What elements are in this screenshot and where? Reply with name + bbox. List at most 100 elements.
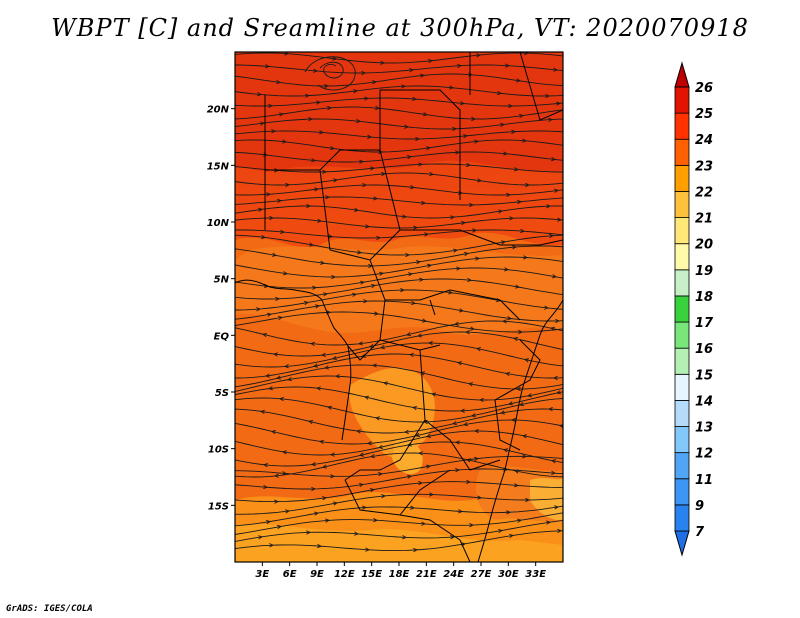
- streamline-arrow: [504, 267, 510, 272]
- footer-credit: GrADS: IGES/COLA: [6, 604, 93, 614]
- streamline: [235, 234, 563, 256]
- streamline: [235, 481, 563, 503]
- lat-tick-label: EQ: [214, 331, 230, 342]
- streamline-arrow: [312, 285, 318, 290]
- streamline: [235, 364, 563, 390]
- streamline-arrow: [522, 138, 528, 143]
- streamline-arrow: [333, 501, 339, 506]
- streamline-arrow: [362, 505, 368, 510]
- streamline-arrow: [515, 386, 521, 392]
- streamline-arrow: [458, 509, 464, 514]
- streamline-arrow: [265, 64, 271, 69]
- streamline-arrow: [375, 105, 381, 111]
- streamline-arrow: [271, 129, 277, 134]
- streamline-arrow: [557, 217, 563, 222]
- streamline-arrow: [263, 484, 269, 490]
- streamline-arrow: [523, 358, 529, 363]
- streamline-arrow: [452, 126, 458, 132]
- streamline-arrow: [554, 505, 560, 510]
- streamline-arrow: [318, 439, 324, 445]
- colorbar-swatch: [674, 373, 690, 401]
- colorbar-label: 9: [695, 499, 704, 514]
- streamline-arrow: [501, 319, 507, 324]
- streamline-arrow: [285, 509, 291, 514]
- streamline-arrow: [408, 352, 414, 357]
- streamline-arrow: [404, 124, 410, 129]
- streamline-arrow: [365, 224, 371, 229]
- streamline: [235, 163, 563, 173]
- streamline-arrow: [357, 341, 363, 346]
- streamline: [235, 289, 563, 311]
- streamline-arrow: [422, 318, 428, 323]
- streamline-arrow: [373, 196, 379, 201]
- streamline-arrow: [429, 171, 435, 177]
- streamline-arrow: [423, 112, 429, 117]
- colorbar-label: 17: [695, 316, 714, 331]
- colorbar-label: 18: [695, 290, 713, 305]
- streamline-arrow: [464, 251, 470, 257]
- streamline-arrow: [504, 371, 510, 377]
- streamline-arrow: [475, 256, 481, 261]
- streamline: [235, 320, 563, 346]
- streamline-arrow: [517, 199, 523, 205]
- streamline-arrow: [426, 146, 432, 151]
- streamline-arrow: [499, 410, 505, 415]
- streamline-arrow: [402, 535, 408, 540]
- streamline-arrow: [362, 182, 368, 188]
- streamline-arrow: [555, 390, 561, 395]
- streamline-arrow: [266, 519, 272, 525]
- streamline-arrow: [411, 300, 417, 306]
- streamline-arrow: [456, 266, 462, 271]
- colorbar-swatch: [674, 164, 690, 192]
- streamline-arrow: [363, 299, 369, 304]
- streamline-arrow: [498, 528, 504, 534]
- colorbar-label: 26: [695, 81, 713, 96]
- streamline-arrow: [360, 280, 366, 285]
- streamline-arrow: [330, 146, 336, 151]
- colorbar-swatch: [674, 504, 690, 532]
- colorbar-label: 16: [695, 342, 713, 357]
- streamline-arrow: [509, 533, 515, 539]
- streamline-arrow: [365, 547, 371, 552]
- streamline-arrow: [370, 166, 376, 171]
- colorbar-label: 13: [695, 421, 713, 436]
- streamline-arrow: [304, 300, 310, 306]
- streamline-arrow: [462, 422, 468, 427]
- streamline-arrow: [373, 517, 379, 523]
- streamline-arrow: [419, 371, 425, 376]
- streamline-arrow: [507, 401, 513, 406]
- streamline-arrow: [451, 420, 458, 426]
- streamline-arrow: [322, 496, 328, 501]
- longitude-axis: 3E 6E 9E 12E 15E 18E 21E 24E 27E 30E 33E: [255, 562, 546, 580]
- streamline-arrow: [427, 340, 433, 346]
- colorbar-swatch: [674, 321, 690, 349]
- streamline-arrow: [325, 195, 331, 200]
- streamline-arrow: [331, 355, 337, 361]
- streamline-arrow: [282, 471, 288, 476]
- streamline-arrow: [546, 520, 552, 525]
- streamline: [235, 278, 563, 300]
- streamline-arrow: [354, 531, 360, 536]
- streamline-arrow: [400, 287, 406, 293]
- streamline: [235, 106, 563, 120]
- streamlines: [235, 52, 563, 553]
- lon-tick-label: 9E: [310, 569, 324, 580]
- streamline-arrow: [314, 187, 320, 192]
- lat-tick-label: 10N: [207, 218, 230, 229]
- streamline-arrow: [418, 162, 424, 167]
- streamline-arrow: [511, 129, 517, 134]
- streamline-arrow: [354, 207, 360, 212]
- streamline: [235, 468, 563, 490]
- streamline-arrow: [259, 409, 265, 414]
- streamline-arrow: [269, 543, 275, 548]
- streamline-arrow: [309, 341, 315, 347]
- streamline: [235, 205, 563, 219]
- streamline-arrow: [357, 250, 363, 255]
- streamline-arrow: [279, 112, 285, 117]
- streamline-arrow: [466, 479, 472, 485]
- streamline-arrow: [420, 73, 426, 78]
- streamline-arrow: [379, 271, 385, 276]
- streamline-arrow: [525, 182, 531, 188]
- streamline-arrow: [429, 492, 435, 497]
- streamline: [235, 353, 563, 379]
